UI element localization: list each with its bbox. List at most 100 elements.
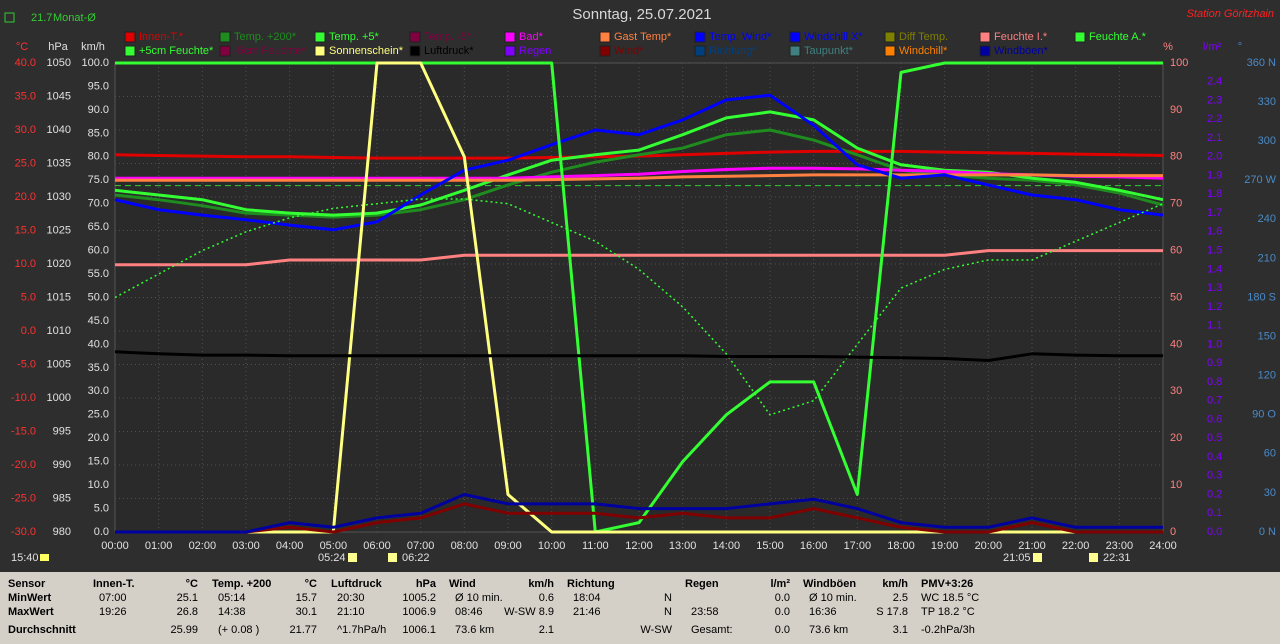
- cell: WC 18.5 °C: [921, 592, 980, 604]
- y-tick-label: 1010: [47, 325, 71, 337]
- y-tick-label: 1020: [47, 258, 71, 270]
- sun-event: 06:22: [402, 552, 430, 564]
- y-tick-label: 20: [1170, 432, 1182, 444]
- row-label: Sensor: [8, 578, 46, 590]
- legend-swatch: [409, 45, 421, 57]
- y-tick-label: 270 W: [1244, 174, 1276, 186]
- y-tick-label: 90.0: [88, 104, 109, 116]
- cell: 08:46: [455, 606, 483, 618]
- cell: 20:30: [337, 592, 365, 604]
- row-label: MinWert: [8, 592, 52, 604]
- x-tick-label: 15:00: [756, 540, 784, 552]
- legend-label: Innen-T.*: [139, 31, 184, 43]
- x-tick-label: 23:00: [1106, 540, 1134, 552]
- column-unit: °C: [304, 578, 317, 590]
- sun-icon: [388, 553, 397, 562]
- y-tick-label: 15.0: [15, 224, 36, 236]
- y-tick-label: 45.0: [88, 315, 109, 327]
- y-tick-label: 75.0: [88, 174, 109, 186]
- y-tick-label: 100.0: [81, 57, 109, 69]
- cell: 19:26: [99, 606, 127, 618]
- y-tick-label: 2.3: [1207, 94, 1222, 106]
- y-tick-label: 360 N: [1247, 57, 1276, 69]
- column-unit: km/h: [882, 578, 908, 590]
- y-tick-label: 1.1: [1207, 320, 1222, 332]
- column-header: Temp. +200: [212, 578, 272, 590]
- cell: 2.1: [538, 624, 554, 636]
- y-tick-label: 30: [1170, 385, 1182, 397]
- cell: 0.0: [774, 606, 790, 618]
- column-header: Windböen: [803, 578, 857, 590]
- y-tick-label: 95.0: [88, 80, 109, 92]
- y-tick-label: 0.8: [1207, 376, 1222, 388]
- y-tick-label: 1.0: [1207, 338, 1222, 350]
- y-tick-label: 990: [53, 459, 71, 471]
- legend-label: Wind*: [614, 45, 644, 57]
- x-tick-label: 12:00: [625, 540, 653, 552]
- y-tick-label: 40.0: [88, 338, 109, 350]
- cell: 25.1: [176, 592, 198, 604]
- cell: 30.1: [295, 606, 317, 618]
- y-tick-label: 1025: [47, 224, 71, 236]
- cell: 15.7: [295, 592, 317, 604]
- y-tick-label: -15.0: [11, 425, 36, 437]
- y-tick-label: -30.0: [11, 526, 36, 538]
- cell: 21:46: [573, 606, 601, 618]
- y-tick-label: 60: [1170, 245, 1182, 257]
- legend-label: Taupunkt*: [804, 45, 854, 57]
- legend-swatch: [219, 31, 231, 43]
- y-tick-label: 150: [1258, 330, 1276, 342]
- legend-label: -5cm Feuchte*: [234, 45, 306, 57]
- y-tick-label: 40.0: [15, 57, 36, 69]
- y-tick-label: 0: [1170, 526, 1176, 538]
- x-tick-label: 05:00: [320, 540, 348, 552]
- x-tick-label: 06:00: [363, 540, 391, 552]
- x-tick-label: 07:00: [407, 540, 435, 552]
- legend-label: Feuchte A.*: [1089, 31, 1147, 43]
- legend-swatch: [884, 31, 896, 43]
- cell: 21.77: [289, 624, 317, 636]
- y-tick-label: 0.4: [1207, 451, 1222, 463]
- y-tick-label: 0.0: [1207, 526, 1222, 538]
- legend-label: Diff Temp.: [899, 31, 948, 43]
- y-tick-label: 10: [1170, 479, 1182, 491]
- series-line: [115, 61, 1163, 534]
- summary-table: Sensor MinWert MaxWert Durchschnitt Innen-T.…: [0, 572, 1280, 644]
- y-tick-label: 55.0: [88, 268, 109, 280]
- y-tick-label: 1.8: [1207, 188, 1222, 200]
- cell: (+ 0.08 ): [218, 624, 260, 636]
- axis-unit: hPa: [48, 41, 68, 53]
- axis-unit: °C: [16, 41, 28, 53]
- y-tick-label: 1015: [47, 291, 71, 303]
- legend-label: Windchill*: [899, 45, 948, 57]
- cell: N: [664, 592, 672, 604]
- y-tick-label: 1.5: [1207, 245, 1222, 257]
- y-tick-label: 60.0: [88, 245, 109, 257]
- series-line: [114, 128, 1164, 219]
- y-tick-label: 1030: [47, 191, 71, 203]
- series-line: [114, 198, 1164, 416]
- column-unit: hPa: [415, 578, 436, 590]
- y-tick-label: 210: [1258, 252, 1276, 264]
- legend-swatch: [124, 45, 136, 57]
- y-tick-label: 5.0: [94, 502, 109, 514]
- y-tick-label: 1035: [47, 157, 71, 169]
- y-tick-label: 100: [1170, 57, 1188, 69]
- y-tick-label: 1045: [47, 90, 71, 102]
- cell: 16:36: [809, 606, 837, 618]
- axis-unit: l/m²: [1203, 41, 1222, 53]
- y-tick-label: 330: [1258, 96, 1276, 108]
- y-tick-label: -25.0: [11, 492, 36, 504]
- y-tick-label: 1.9: [1207, 169, 1222, 181]
- cell: Ø 10 min.: [809, 592, 857, 604]
- legend-label: Sonnenschein*: [329, 45, 404, 57]
- y-tick-label: 40: [1170, 338, 1182, 350]
- sun-icon: [1033, 553, 1042, 562]
- y-tick-label: 15.0: [88, 456, 109, 468]
- cell: 05:14: [218, 592, 246, 604]
- y-tick-label: 90 O: [1252, 409, 1276, 421]
- x-tick-label: 10:00: [538, 540, 566, 552]
- clock: 15:40: [11, 552, 39, 564]
- x-tick-label: 02:00: [189, 540, 217, 552]
- y-tick-label: -20.0: [11, 459, 36, 471]
